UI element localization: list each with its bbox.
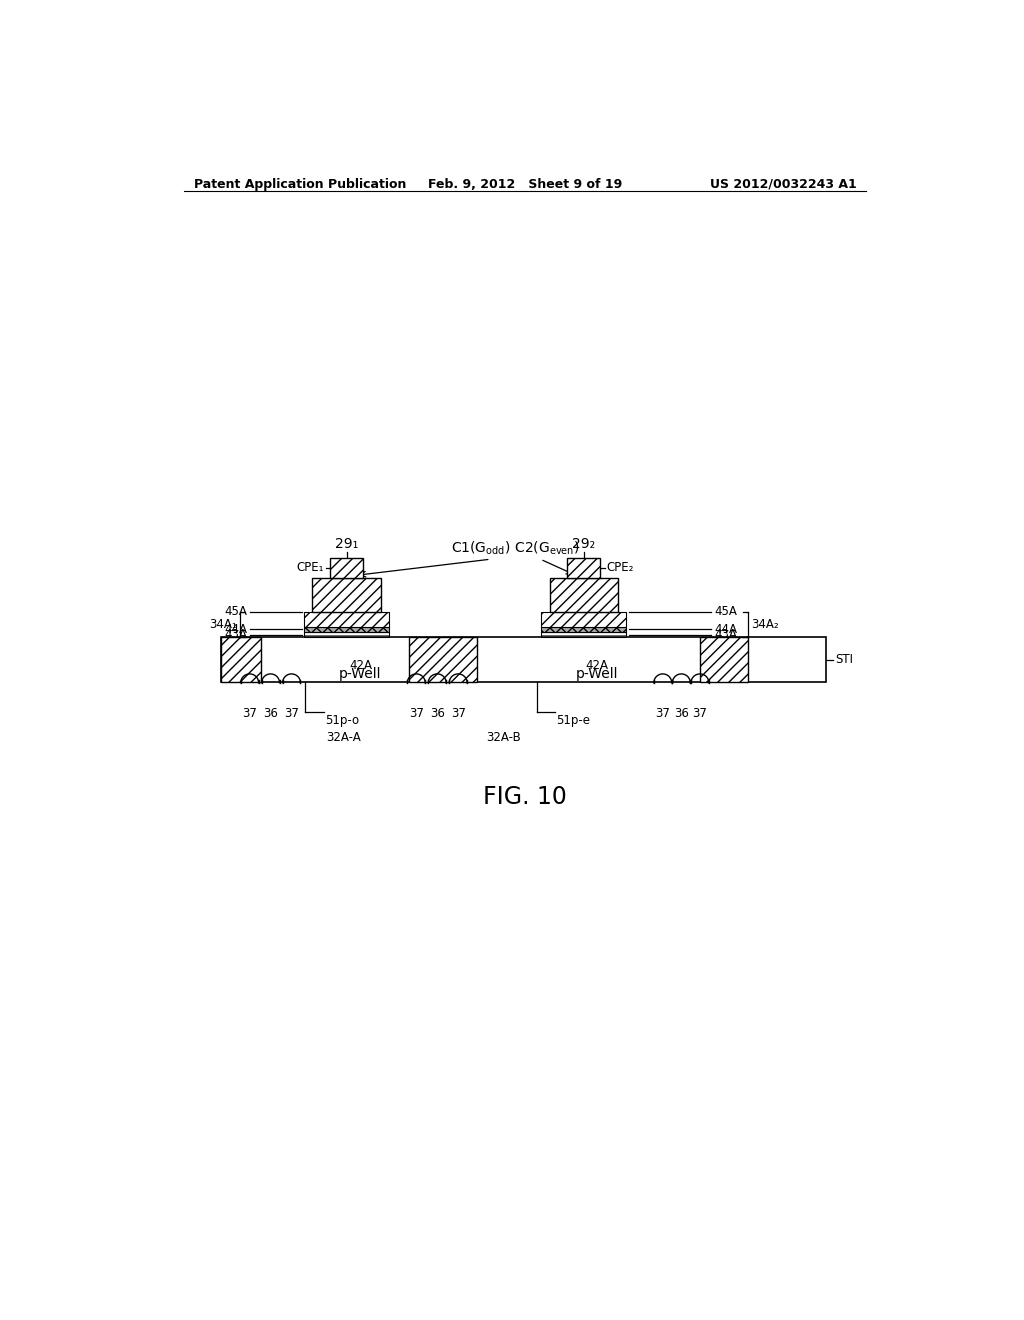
Bar <box>331 557 362 578</box>
Text: 34A₂: 34A₂ <box>751 618 778 631</box>
Bar <box>550 578 617 611</box>
Text: 45A: 45A <box>224 605 248 618</box>
Text: 34A₁: 34A₁ <box>210 618 238 631</box>
Text: p-Well: p-Well <box>339 668 382 681</box>
Text: 44A: 44A <box>224 623 248 636</box>
Bar <box>304 627 389 632</box>
Text: 37: 37 <box>409 706 424 719</box>
Text: 37: 37 <box>284 706 299 719</box>
Text: 43A: 43A <box>224 628 248 642</box>
Bar <box>567 557 600 578</box>
Bar <box>304 632 389 638</box>
Bar <box>304 611 389 627</box>
Bar <box>221 638 261 682</box>
Text: 32A-A: 32A-A <box>326 731 360 744</box>
Text: 36: 36 <box>674 706 689 719</box>
Text: Feb. 9, 2012   Sheet 9 of 19: Feb. 9, 2012 Sheet 9 of 19 <box>428 178 622 190</box>
Text: 37: 37 <box>243 706 257 719</box>
Text: CPE₁: CPE₁ <box>297 561 324 574</box>
Text: 51p-e: 51p-e <box>557 714 591 727</box>
Text: 51p-o: 51p-o <box>326 714 359 727</box>
Bar <box>700 638 748 682</box>
Text: STI: STI <box>835 653 853 667</box>
Text: p-Well: p-Well <box>575 668 618 681</box>
Bar <box>409 638 477 682</box>
Text: FIG. 10: FIG. 10 <box>483 785 566 809</box>
Bar <box>221 638 825 682</box>
Text: 37: 37 <box>451 706 466 719</box>
Text: 43A: 43A <box>714 628 737 642</box>
Text: Patent Application Publication: Patent Application Publication <box>194 178 407 190</box>
Text: 45A: 45A <box>714 605 737 618</box>
Bar <box>541 627 627 632</box>
Text: 42A: 42A <box>349 659 372 672</box>
Bar <box>541 632 627 638</box>
Text: C1(G$_{\mathrm{odd}}$) C2(G$_{\mathrm{even}}$): C1(G$_{\mathrm{odd}}$) C2(G$_{\mathrm{ev… <box>452 540 580 557</box>
Text: 44A: 44A <box>714 623 737 636</box>
Text: CPE₂: CPE₂ <box>606 561 634 574</box>
Text: 36: 36 <box>430 706 444 719</box>
Text: US 2012/0032243 A1: US 2012/0032243 A1 <box>710 178 856 190</box>
Text: 32A-B: 32A-B <box>486 731 521 744</box>
Text: 36: 36 <box>263 706 279 719</box>
Text: 42A: 42A <box>586 659 608 672</box>
Bar <box>541 611 627 627</box>
Bar <box>312 578 381 611</box>
Text: 29₂: 29₂ <box>572 537 595 552</box>
Text: 37: 37 <box>655 706 670 719</box>
Text: 37: 37 <box>692 706 708 719</box>
Text: 29₁: 29₁ <box>335 537 358 552</box>
